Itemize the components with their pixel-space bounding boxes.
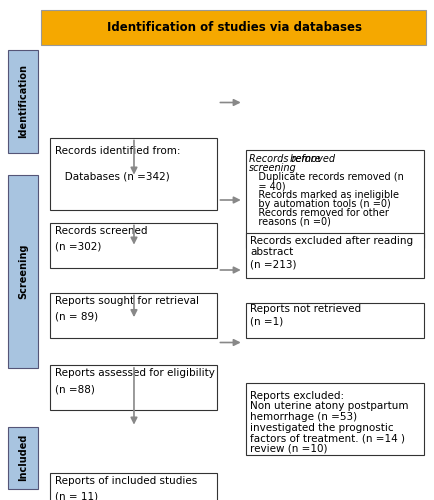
Text: before: before	[289, 154, 320, 164]
Text: Records excluded after reading: Records excluded after reading	[250, 236, 412, 246]
FancyBboxPatch shape	[50, 365, 217, 410]
FancyBboxPatch shape	[8, 175, 38, 368]
Text: Non uterine atony postpartum: Non uterine atony postpartum	[250, 401, 408, 411]
Text: reasons (n =0): reasons (n =0)	[249, 217, 330, 227]
Text: Duplicate records removed (n: Duplicate records removed (n	[249, 172, 403, 182]
Text: Screening: Screening	[18, 244, 28, 299]
Text: (n =88): (n =88)	[55, 384, 95, 394]
Text: screening: screening	[249, 163, 296, 173]
FancyBboxPatch shape	[245, 302, 423, 338]
FancyBboxPatch shape	[50, 222, 217, 268]
Text: Records marked as ineligible: Records marked as ineligible	[249, 190, 398, 200]
FancyBboxPatch shape	[41, 10, 425, 45]
Text: hemorrhage (n =53): hemorrhage (n =53)	[250, 412, 356, 422]
Text: (n =302): (n =302)	[55, 242, 102, 252]
Text: Identification: Identification	[18, 64, 28, 138]
FancyBboxPatch shape	[245, 150, 423, 248]
Text: (n = 89): (n = 89)	[55, 312, 98, 322]
FancyBboxPatch shape	[8, 426, 38, 489]
Text: Reports of included studies: Reports of included studies	[55, 476, 197, 486]
Text: Reports not retrieved: Reports not retrieved	[250, 304, 360, 314]
Text: = 40): = 40)	[249, 181, 285, 191]
FancyBboxPatch shape	[50, 138, 217, 210]
Text: :: :	[273, 163, 276, 173]
Text: (n = 11): (n = 11)	[55, 492, 98, 500]
Text: Databases (n =342): Databases (n =342)	[55, 172, 170, 181]
Text: Reports sought for retrieval: Reports sought for retrieval	[55, 296, 199, 306]
Text: by automation tools (n =0): by automation tools (n =0)	[249, 199, 390, 209]
Text: factors of treatment. (n =14 ): factors of treatment. (n =14 )	[250, 433, 404, 443]
FancyBboxPatch shape	[50, 472, 217, 500]
Text: review (n =10): review (n =10)	[250, 444, 327, 454]
Text: Included: Included	[18, 434, 28, 482]
FancyBboxPatch shape	[8, 50, 38, 152]
Text: Records identified from:: Records identified from:	[55, 146, 181, 156]
Text: (n =1): (n =1)	[250, 316, 283, 326]
Text: Reports assessed for eligibility: Reports assessed for eligibility	[55, 368, 215, 378]
Text: Records removed for other: Records removed for other	[249, 208, 388, 218]
Text: Reports excluded:: Reports excluded:	[250, 390, 343, 400]
Text: abstract: abstract	[250, 248, 293, 258]
FancyBboxPatch shape	[245, 232, 423, 278]
Text: investigated the prognostic: investigated the prognostic	[250, 422, 393, 432]
Text: Records screened: Records screened	[55, 226, 148, 235]
FancyBboxPatch shape	[245, 382, 423, 455]
FancyBboxPatch shape	[50, 292, 217, 338]
Text: Records removed: Records removed	[249, 154, 338, 164]
Text: (n =213): (n =213)	[250, 260, 296, 270]
Text: Identification of studies via databases: Identification of studies via databases	[106, 21, 361, 34]
